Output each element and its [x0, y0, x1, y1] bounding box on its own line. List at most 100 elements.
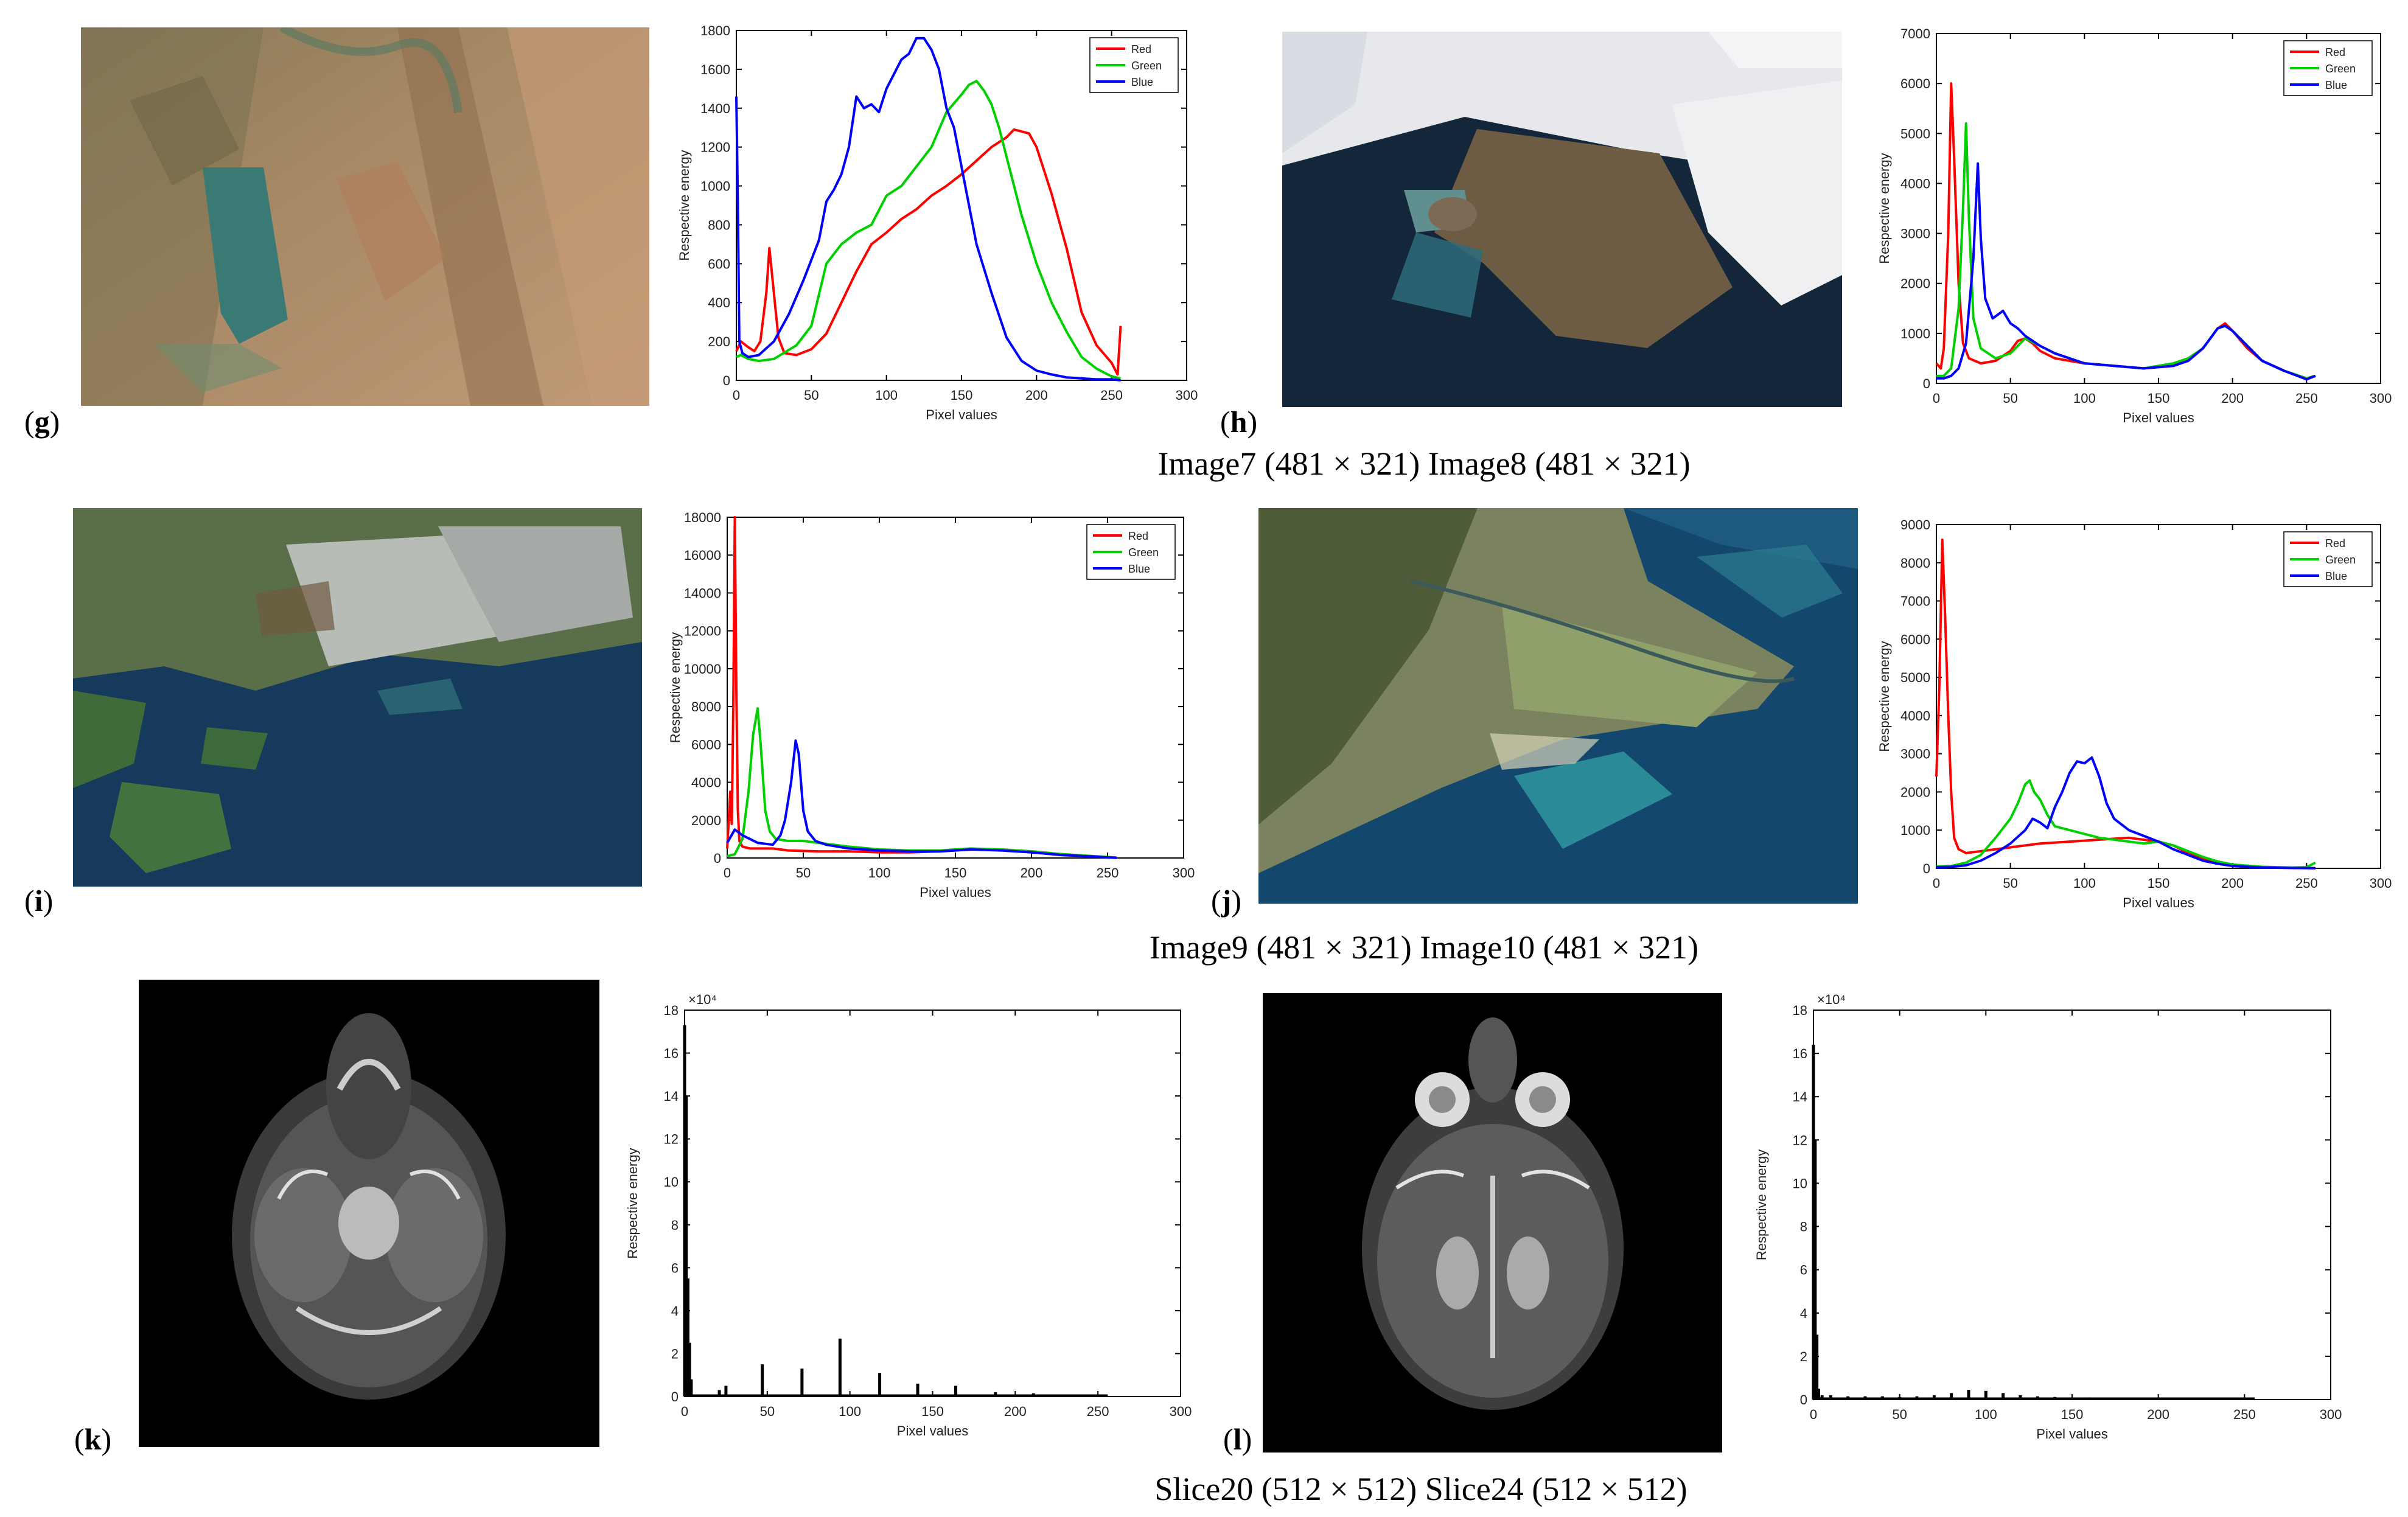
panel-k-mri-image — [139, 980, 599, 1447]
x-tick-label: 50 — [1892, 1407, 1907, 1422]
y-tick-label: 10 — [664, 1174, 679, 1190]
chart-h-histogram: 0 50 100 150 200 250 3000100020003000400050006… — [1877, 26, 2392, 425]
series-line-blue — [726, 739, 1117, 859]
x-tick-label: 200 — [2221, 876, 2244, 891]
y-tick-label: 14 — [1793, 1089, 1807, 1104]
x-tick-label: 0 — [724, 865, 731, 881]
panel-i-satellite-image — [73, 508, 642, 887]
legend-label-green: Green — [2325, 63, 2356, 75]
panel-k-picture — [139, 980, 599, 1447]
series-line-blue — [1936, 756, 2316, 870]
y-tick-label: 1800 — [700, 23, 730, 38]
y-tick-label: 8000 — [1900, 556, 1930, 571]
x-tick-label: 150 — [2061, 1407, 2084, 1422]
x-axis-label: Pixel values — [2123, 895, 2194, 910]
series-line-red — [735, 128, 1122, 376]
y-tick-label: 1000 — [1900, 823, 1930, 838]
y-tick-label: 16 — [664, 1046, 679, 1061]
x-tick-label: 250 — [2295, 391, 2318, 406]
y-tick-label: 4 — [1800, 1306, 1807, 1321]
y-axis-label: Respective energy — [677, 150, 692, 260]
x-tick-label: 150 — [921, 1404, 944, 1419]
legend-label-red: Red — [1128, 530, 1148, 542]
x-tick-label: 300 — [2320, 1407, 2342, 1422]
chart-j-histogram: 0 50 100 150 200 250 3000100020003000400050006… — [1877, 517, 2392, 910]
x-tick-label: 0 — [1810, 1407, 1817, 1422]
y-axis-label: Respective energy — [1754, 1149, 1769, 1260]
x-tick-label: 300 — [1170, 1404, 1192, 1419]
chart-i-histogram: 0 50 100 150 200 250 300 0 2000 4000 6000 8000 10000… — [668, 510, 1195, 900]
y-tick-label: 2000 — [691, 813, 721, 828]
y-tick-label: 6 — [1800, 1263, 1807, 1278]
x-tick-label: 250 — [1100, 388, 1123, 403]
y-tick-label: 6000 — [1900, 632, 1930, 647]
y-axis-label: Respective energy — [1877, 153, 1892, 263]
y-tick-label: 3000 — [1900, 747, 1930, 762]
legend-label-green: Green — [1131, 60, 1162, 72]
y-tick-label: 2 — [671, 1346, 679, 1361]
y-tick-label: 14 — [664, 1089, 679, 1104]
x-axis-label: Pixel values — [897, 1423, 968, 1439]
x-tick-label: 50 — [796, 865, 811, 881]
x-tick-label: 200 — [2147, 1407, 2169, 1422]
y-tick-label: 9000 — [1900, 517, 1930, 532]
x-tick-label: 300 — [2370, 391, 2392, 406]
x-tick-label: 300 — [2370, 876, 2392, 891]
y-tick-label: 14000 — [684, 585, 721, 601]
x-axis-label: Pixel values — [920, 885, 991, 900]
y-tick-label: 5000 — [1900, 670, 1930, 685]
panel-g-label: (g) — [24, 405, 60, 439]
y-tick-label: 7000 — [1900, 26, 1930, 41]
plot-frame — [1813, 1010, 2331, 1400]
x-tick-label: 100 — [1975, 1407, 1997, 1422]
panel-k-label: (k) — [74, 1422, 112, 1456]
x-tick-label: 50 — [760, 1404, 775, 1419]
chart-l-histogram: 0 50 100 150 200 250 300 0 2 4 6 8 10 12 14 16 18 ×10⁴ Pix… — [1754, 992, 2342, 1442]
y-tick-label: 0 — [723, 373, 730, 388]
x-tick-label: 250 — [1087, 1404, 1109, 1419]
y-tick-label: 200 — [708, 334, 730, 349]
legend-label-red: Red — [2325, 46, 2345, 58]
panel-h-label: (h) — [1220, 405, 1258, 439]
series-line-green — [1936, 779, 2316, 869]
x-axis-label: Pixel values — [926, 407, 997, 422]
legend-label-red: Red — [1131, 43, 1151, 55]
y-tick-label: 10 — [1793, 1176, 1807, 1191]
panel-g-satellite-image — [81, 27, 649, 406]
x-tick-label: 150 — [944, 865, 967, 881]
row2-caption: Image9 (481 × 321) Image10 (481 × 321) — [1149, 929, 1699, 966]
x-tick-label: 300 — [1176, 388, 1198, 403]
x-tick-label: 50 — [2003, 391, 2017, 406]
legend-label-blue: Blue — [1128, 563, 1150, 575]
panel-i-label: (i) — [24, 884, 54, 918]
y-tick-label: 12 — [1793, 1132, 1807, 1148]
y-axis-label: Respective energy — [1877, 641, 1892, 752]
y-tick-label: 18 — [664, 1003, 679, 1018]
panel-h-satellite-image — [1282, 32, 1842, 407]
x-tick-label: 150 — [2148, 876, 2170, 891]
y-tick-label: 8 — [1800, 1219, 1807, 1235]
y-exponent-label: ×10⁴ — [688, 992, 717, 1007]
y-tick-label: 4 — [671, 1303, 679, 1319]
panel-l-mri-image — [1263, 993, 1722, 1452]
legend-label-blue: Blue — [1131, 76, 1153, 88]
y-tick-label: 2000 — [1900, 276, 1930, 291]
y-exponent-label: ×10⁴ — [1817, 992, 1846, 1007]
x-tick-label: 0 — [1933, 391, 1940, 406]
panel-h-picture — [1282, 32, 1842, 407]
y-tick-label: 1000 — [700, 179, 730, 194]
x-tick-label: 150 — [951, 388, 973, 403]
y-tick-label: 800 — [708, 217, 730, 232]
y-tick-label: 4000 — [1900, 708, 1930, 724]
x-axis-label: Pixel values — [2036, 1426, 2107, 1442]
y-tick-label: 2 — [1800, 1349, 1807, 1364]
row1-caption: Image7 (481 × 321) Image8 (481 × 321) — [1157, 445, 1691, 482]
y-tick-label: 1600 — [700, 62, 730, 77]
x-tick-label: 200 — [1025, 388, 1048, 403]
y-tick-label: 0 — [714, 851, 721, 866]
y-tick-label: 0 — [1923, 376, 1930, 391]
x-tick-label: 100 — [839, 1404, 861, 1419]
panel-j-label: (j) — [1211, 884, 1241, 918]
x-tick-label: 250 — [1097, 865, 1119, 881]
legend-box — [2283, 40, 2373, 96]
